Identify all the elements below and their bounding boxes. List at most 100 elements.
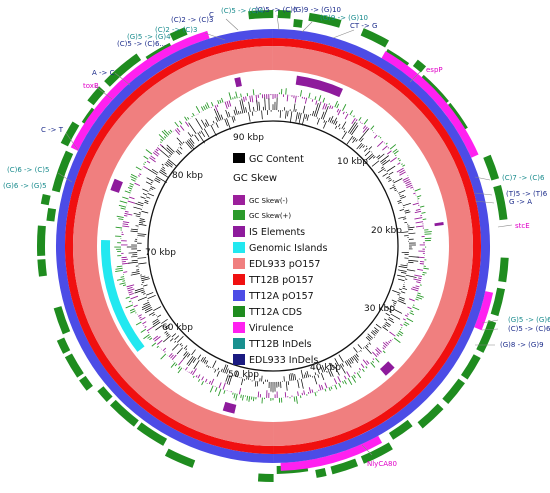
gc-content-bar bbox=[366, 146, 367, 147]
gc-skew-bar bbox=[129, 190, 131, 191]
gc-skew-bar bbox=[367, 361, 370, 364]
gc-content-bar bbox=[328, 117, 330, 121]
gc-skew-bar bbox=[339, 383, 341, 387]
gc-skew-bar bbox=[344, 376, 346, 379]
gc-skew-bar bbox=[171, 355, 174, 358]
gc-skew-bar bbox=[149, 338, 151, 340]
gc-skew-bar bbox=[202, 377, 204, 381]
gc-content-bar bbox=[285, 111, 286, 119]
gc-skew-bar bbox=[225, 102, 227, 109]
gc-content-bar bbox=[180, 147, 182, 149]
gc-skew-bar bbox=[138, 315, 141, 317]
gc-content-bar bbox=[201, 131, 205, 137]
gc-skew-bar bbox=[387, 151, 391, 154]
gc-skew-bar bbox=[417, 295, 424, 297]
gc-content-bar bbox=[177, 348, 183, 354]
gc-content-bar bbox=[181, 345, 182, 346]
gc-content-bar bbox=[395, 190, 397, 191]
gc-content-bar bbox=[131, 273, 140, 275]
legend-swatch-is bbox=[233, 226, 245, 237]
gc-content-bar bbox=[131, 231, 138, 232]
gc-content-bar bbox=[316, 104, 320, 117]
gc-skew-bar bbox=[294, 397, 295, 402]
gc-skew-bar bbox=[416, 222, 423, 223]
gc-skew-bar bbox=[147, 161, 150, 163]
gc-skew-bar bbox=[243, 97, 244, 102]
gc-skew-bar bbox=[383, 345, 386, 347]
gc-content-bar bbox=[172, 333, 176, 337]
gc-content-bar bbox=[136, 216, 140, 217]
gc-skew-bar bbox=[128, 187, 132, 189]
gc-skew-bar bbox=[192, 368, 196, 374]
gc-content-bar bbox=[397, 275, 405, 277]
gc-content-bar bbox=[332, 120, 334, 123]
gc-skew-bar bbox=[139, 317, 141, 318]
gc-content-bar bbox=[183, 142, 184, 143]
gc-skew-bar bbox=[399, 160, 401, 161]
gc-skew-bar bbox=[145, 162, 146, 163]
gc-skew-bar bbox=[414, 275, 422, 277]
gc-skew-bar bbox=[160, 142, 161, 143]
ann-a-c: A -> C bbox=[92, 69, 115, 77]
gc-skew-bar bbox=[424, 232, 431, 233]
gc-content-bar bbox=[211, 125, 217, 136]
gc-skew-bar bbox=[247, 396, 248, 401]
gc-skew-bar bbox=[241, 395, 242, 398]
gc-skew-bar bbox=[129, 293, 134, 295]
gc-content-bar bbox=[403, 219, 406, 220]
gc-content-bar bbox=[221, 115, 223, 120]
is-element bbox=[380, 361, 395, 376]
gc-skew-bar bbox=[125, 211, 129, 212]
gc-content-bar bbox=[133, 207, 142, 209]
gc-skew-bar bbox=[178, 366, 180, 369]
legend-genomic-islands: Genomic Islands bbox=[249, 243, 327, 254]
gc-content-bar bbox=[384, 170, 385, 171]
gc-content-bar bbox=[363, 348, 364, 349]
gc-skew-bar bbox=[359, 117, 361, 120]
gc-skew-bar bbox=[128, 292, 132, 293]
gc-skew-bar bbox=[125, 191, 131, 193]
gc-skew-bar bbox=[329, 103, 330, 104]
gc-content-bar bbox=[353, 347, 357, 352]
gc-skew-bar bbox=[348, 378, 352, 385]
gc-content-bar bbox=[217, 371, 219, 377]
gc-skew-bar bbox=[159, 134, 164, 139]
gc-skew-bar bbox=[157, 340, 162, 344]
gc-skew-bar bbox=[377, 141, 383, 147]
gc-skew-bar bbox=[334, 378, 337, 384]
cds-block bbox=[41, 194, 51, 205]
gc-content-bar bbox=[257, 381, 258, 386]
gc-skew-bar bbox=[179, 360, 183, 366]
gc-skew-bar bbox=[196, 106, 200, 113]
gc-skew-bar bbox=[411, 311, 414, 312]
gc-skew-bar bbox=[229, 92, 231, 99]
gc-skew-bar bbox=[193, 113, 195, 116]
gc-content-bar bbox=[366, 345, 368, 347]
gc-skew-bar bbox=[413, 279, 421, 281]
gc-skew-bar bbox=[412, 307, 419, 310]
gc-skew-bar bbox=[156, 149, 158, 151]
gc-content-bar bbox=[167, 161, 173, 166]
gc-content-bar bbox=[218, 368, 219, 370]
gc-content-bar bbox=[404, 210, 409, 211]
gc-skew-bar bbox=[130, 309, 134, 311]
gc-skew-bar bbox=[407, 307, 411, 309]
gc-content-bar bbox=[342, 122, 346, 129]
legend-swatch-edl933-indels bbox=[233, 354, 245, 365]
legend-swatch-tt12b bbox=[233, 274, 245, 285]
gc-skew-bar bbox=[162, 131, 167, 137]
gc-skew-bar bbox=[335, 385, 337, 390]
gc-skew-bar bbox=[374, 135, 377, 138]
gc-content-bar bbox=[142, 282, 144, 283]
cds-block bbox=[315, 468, 326, 478]
gc-skew-bar bbox=[383, 351, 385, 353]
gc-content-bar bbox=[295, 374, 296, 380]
gc-skew-bar bbox=[241, 94, 242, 98]
ann-espp: espP bbox=[426, 66, 443, 74]
gc-content-bar bbox=[377, 155, 380, 158]
gc-content-bar bbox=[376, 324, 381, 328]
gc-skew-bar bbox=[189, 372, 190, 373]
gc-content-bar bbox=[398, 202, 402, 203]
gc-content-bar bbox=[255, 381, 256, 387]
